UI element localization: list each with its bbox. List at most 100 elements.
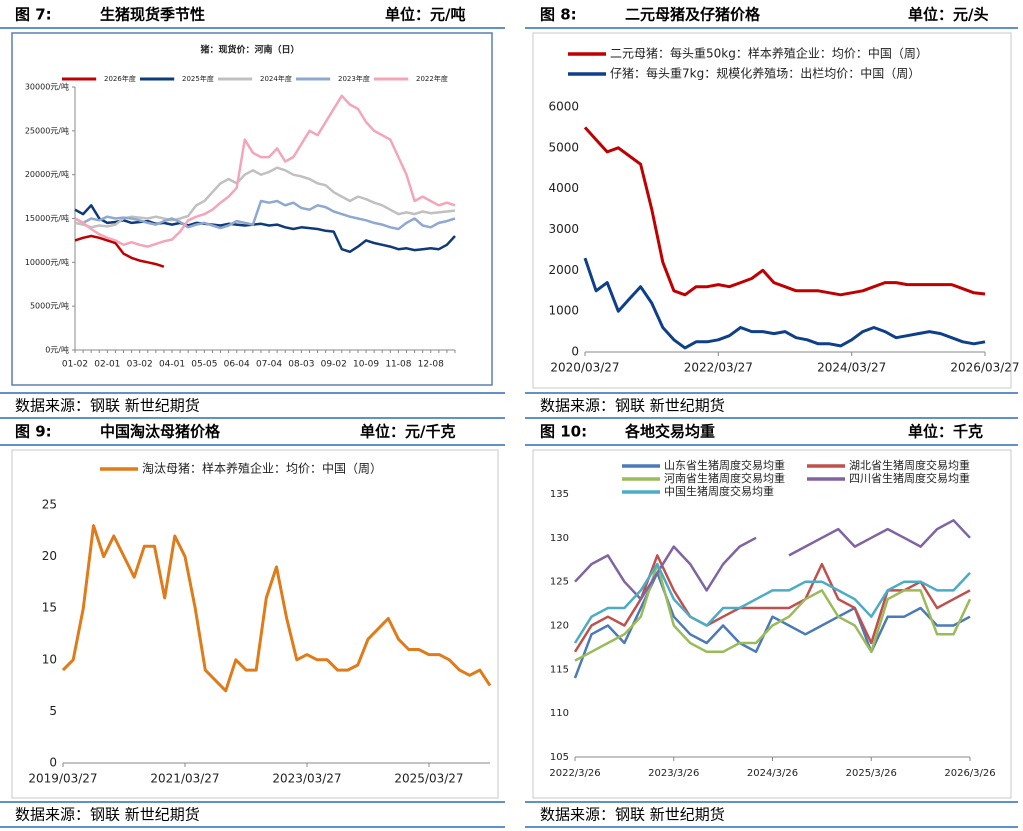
y-tick-label: 135 [550,489,569,500]
series-line [574,536,757,601]
figure-unit: 单位：元/吨 [385,6,465,24]
series-line [74,199,456,231]
x-tick-label: 03-02 [127,360,153,370]
y-tick-label: 5000元/吨 [30,301,69,311]
series-line [573,571,971,679]
y-tick-label: 25000元/吨 [25,125,69,135]
x-tick-label: 12-08 [418,360,444,370]
y-tick-label: 30000元/吨 [25,82,69,92]
x-tick-label: 02-01 [94,360,120,370]
legend-label: 山东省生猪周度交易均重 [664,458,785,472]
figure-label: 图 10: [540,423,587,441]
series-line [61,524,492,693]
x-tick-label: 01-02 [62,360,88,370]
y-tick-label: 0元/吨 [45,345,69,355]
source-note: 数据来源：钢联 新世纪期货 [15,806,200,824]
x-tick-label: 2025/03/27 [394,772,463,786]
series-line [74,204,456,254]
series-line [583,257,986,350]
x-tick-label: 10-09 [353,360,379,370]
x-tick-label: 2023/3/26 [648,768,699,779]
chart-frame [532,449,1012,799]
chart-frame [11,32,493,386]
figure-title: 生猪现货季节性 [100,6,205,24]
legend-label: 2026年度 [104,74,136,83]
chart-frame [11,449,499,799]
y-tick-label: 20 [42,549,57,563]
x-tick-label: 2022/03/27 [684,361,753,375]
legend-label: 2024年度 [260,74,292,83]
y-tick-label: 10000元/吨 [25,257,69,267]
y-tick-label: 2000 [548,263,579,277]
legend-label: 淘汰母猪：样本养殖企业：均价：中国（周） [142,461,382,476]
legend-label: 2023年度 [338,74,370,83]
y-tick-label: 6000 [548,100,579,114]
y-tick-label: 10 [42,652,57,666]
chart-subtitle: 猪：现货价：河南（日） [199,44,299,56]
x-tick-label: 2024/3/26 [747,768,798,779]
figure-label: 图 7: [15,6,52,24]
x-tick-label: 2023/03/27 [272,772,341,786]
source-note: 数据来源：钢联 新世纪期货 [15,397,200,415]
x-tick-label: 2026/3/26 [944,768,995,779]
x-tick-label: 2025/3/26 [846,768,897,779]
chart-frame [532,32,1012,389]
y-tick-label: 120 [550,621,569,632]
y-tick-label: 20000元/吨 [25,169,69,179]
x-tick-label: 11-08 [385,360,411,370]
series-line [74,234,165,268]
y-tick-label: 0 [49,756,57,770]
y-tick-label: 115 [550,664,569,675]
y-tick-label: 15 [42,601,57,615]
y-tick-label: 0 [571,345,579,359]
y-tick-label: 5 [49,704,57,718]
series-line [573,554,971,653]
series-line [788,519,971,557]
series-line [574,562,972,662]
figure-label: 图 9: [15,423,52,441]
x-tick-label: 09-02 [321,360,347,370]
y-tick-label: 5000 [548,140,579,154]
y-tick-label: 125 [550,577,569,588]
legend-label: 2022年度 [416,74,448,83]
series-line [74,94,456,248]
legend-label: 二元母猪：每头重50kg：样本养殖企业：均价：中国（周） [610,46,928,61]
y-tick-label: 110 [550,708,569,719]
legend-label: 湖北省生猪周度交易均重 [849,458,970,472]
y-tick-label: 130 [550,533,569,544]
x-tick-label: 2022/3/26 [549,768,600,779]
source-note: 数据来源：钢联 新世纪期货 [540,397,725,415]
figure-unit: 单位：元/千克 [360,423,455,441]
series-line [583,126,986,297]
legend-label: 河南省生猪周度交易均重 [664,471,785,485]
y-tick-label: 25 [42,498,57,512]
x-tick-label: 08-03 [288,360,314,370]
legend-label: 2025年度 [182,74,214,83]
x-tick-label: 2021/03/27 [150,772,219,786]
x-tick-label: 2026/03/27 [950,361,1019,375]
figure-unit: 单位：元/头 [908,6,988,24]
x-tick-label: 2020/03/27 [550,361,619,375]
x-tick-label: 2019/03/27 [28,772,97,786]
x-tick-label: 04-01 [159,360,185,370]
legend-label: 四川省生猪周度交易均重 [849,471,970,485]
y-tick-label: 15000元/吨 [25,213,69,223]
legend-label: 仔猪：每头重7kg：规模化养殖场：出栏均价：中国（周） [610,66,920,81]
figure-title: 各地交易均重 [624,423,715,441]
x-tick-label: 05-05 [191,360,217,370]
figure-unit: 单位：千克 [908,423,983,441]
y-tick-label: 105 [550,752,569,763]
y-tick-label: 4000 [548,181,579,195]
series-line [74,166,456,229]
x-tick-label: 07-04 [256,360,282,370]
figure-label: 图 8: [540,6,577,24]
y-tick-label: 3000 [548,222,579,236]
series-line [573,562,971,644]
y-tick-label: 1000 [548,304,579,318]
figure-title: 中国淘汰母猪价格 [100,423,221,441]
x-tick-label: 06-04 [224,360,250,370]
figure-title: 二元母猪及仔猪价格 [625,6,761,24]
legend-label: 中国生猪周度交易均重 [664,484,774,498]
source-note: 数据来源：钢联 新世纪期货 [540,806,725,824]
